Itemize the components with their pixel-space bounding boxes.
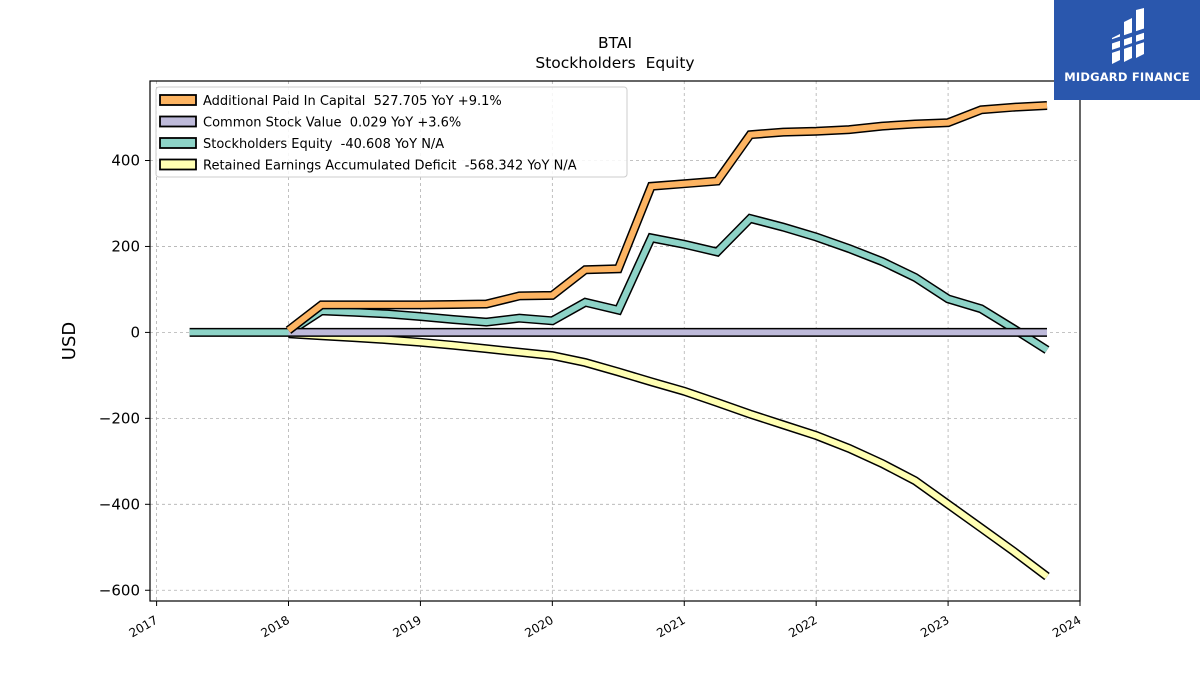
legend-swatch	[159, 137, 197, 149]
y-tick-label: −600	[99, 581, 140, 599]
x-tick-label: 2024	[1050, 613, 1083, 640]
logo-text: MIDGARD FINANCE	[1064, 70, 1190, 84]
plot-frame	[149, 80, 1081, 602]
series-line-fill	[286, 102, 1048, 333]
y-tick-label: 400	[111, 152, 140, 170]
series-line-outline	[288, 329, 1050, 581]
x-tick-label: 2023	[918, 613, 951, 640]
logo-mark-icon	[1109, 8, 1147, 64]
y-tick-label: 200	[111, 237, 140, 255]
legend-label: Retained Earnings Accumulated Deficit -5…	[203, 159, 577, 174]
series-lines	[189, 101, 1050, 581]
x-tick-label: 2021	[654, 613, 687, 640]
series-line	[285, 101, 1048, 334]
y-axis-label: USD	[59, 322, 80, 360]
series-line	[288, 329, 1050, 581]
legend-swatch	[159, 115, 197, 128]
y-axis-ticks: −600 −400 −200 0 200 400	[99, 152, 150, 599]
series-line	[189, 213, 1050, 354]
x-tick-label: 2017	[127, 613, 160, 640]
chart-subtitle: Stockholders Equity	[535, 54, 694, 72]
series-line-fill	[288, 330, 1049, 579]
legend-label: Common Stock Value 0.029 YoY +3.6%	[203, 116, 461, 131]
chart-title: BTAI	[598, 34, 632, 52]
legend: Additional Paid In Capital 527.705 YoY +…	[155, 86, 628, 178]
legend-label: Stockholders Equity -40.608 YoY N/A	[203, 137, 444, 152]
y-tick-label: 0	[130, 323, 140, 341]
x-tick-label: 2019	[390, 613, 423, 640]
series-line-fill	[189, 215, 1049, 353]
x-tick-label: 2022	[786, 613, 819, 640]
legend-box	[155, 86, 628, 178]
midgard-finance-logo: MIDGARD FINANCE	[1054, 0, 1200, 100]
legend-swatch	[159, 94, 197, 106]
y-tick-label: −200	[99, 409, 140, 427]
legend-label: Additional Paid In Capital 527.705 YoY +…	[203, 94, 502, 109]
legend-swatch	[159, 158, 197, 171]
x-axis-ticks: 2017 2018 2019 2020 2021 2022 2023 2024	[127, 601, 1084, 640]
x-tick-label: 2020	[522, 613, 555, 640]
x-tick-label: 2018	[259, 613, 292, 640]
y-tick-label: −400	[99, 495, 140, 513]
